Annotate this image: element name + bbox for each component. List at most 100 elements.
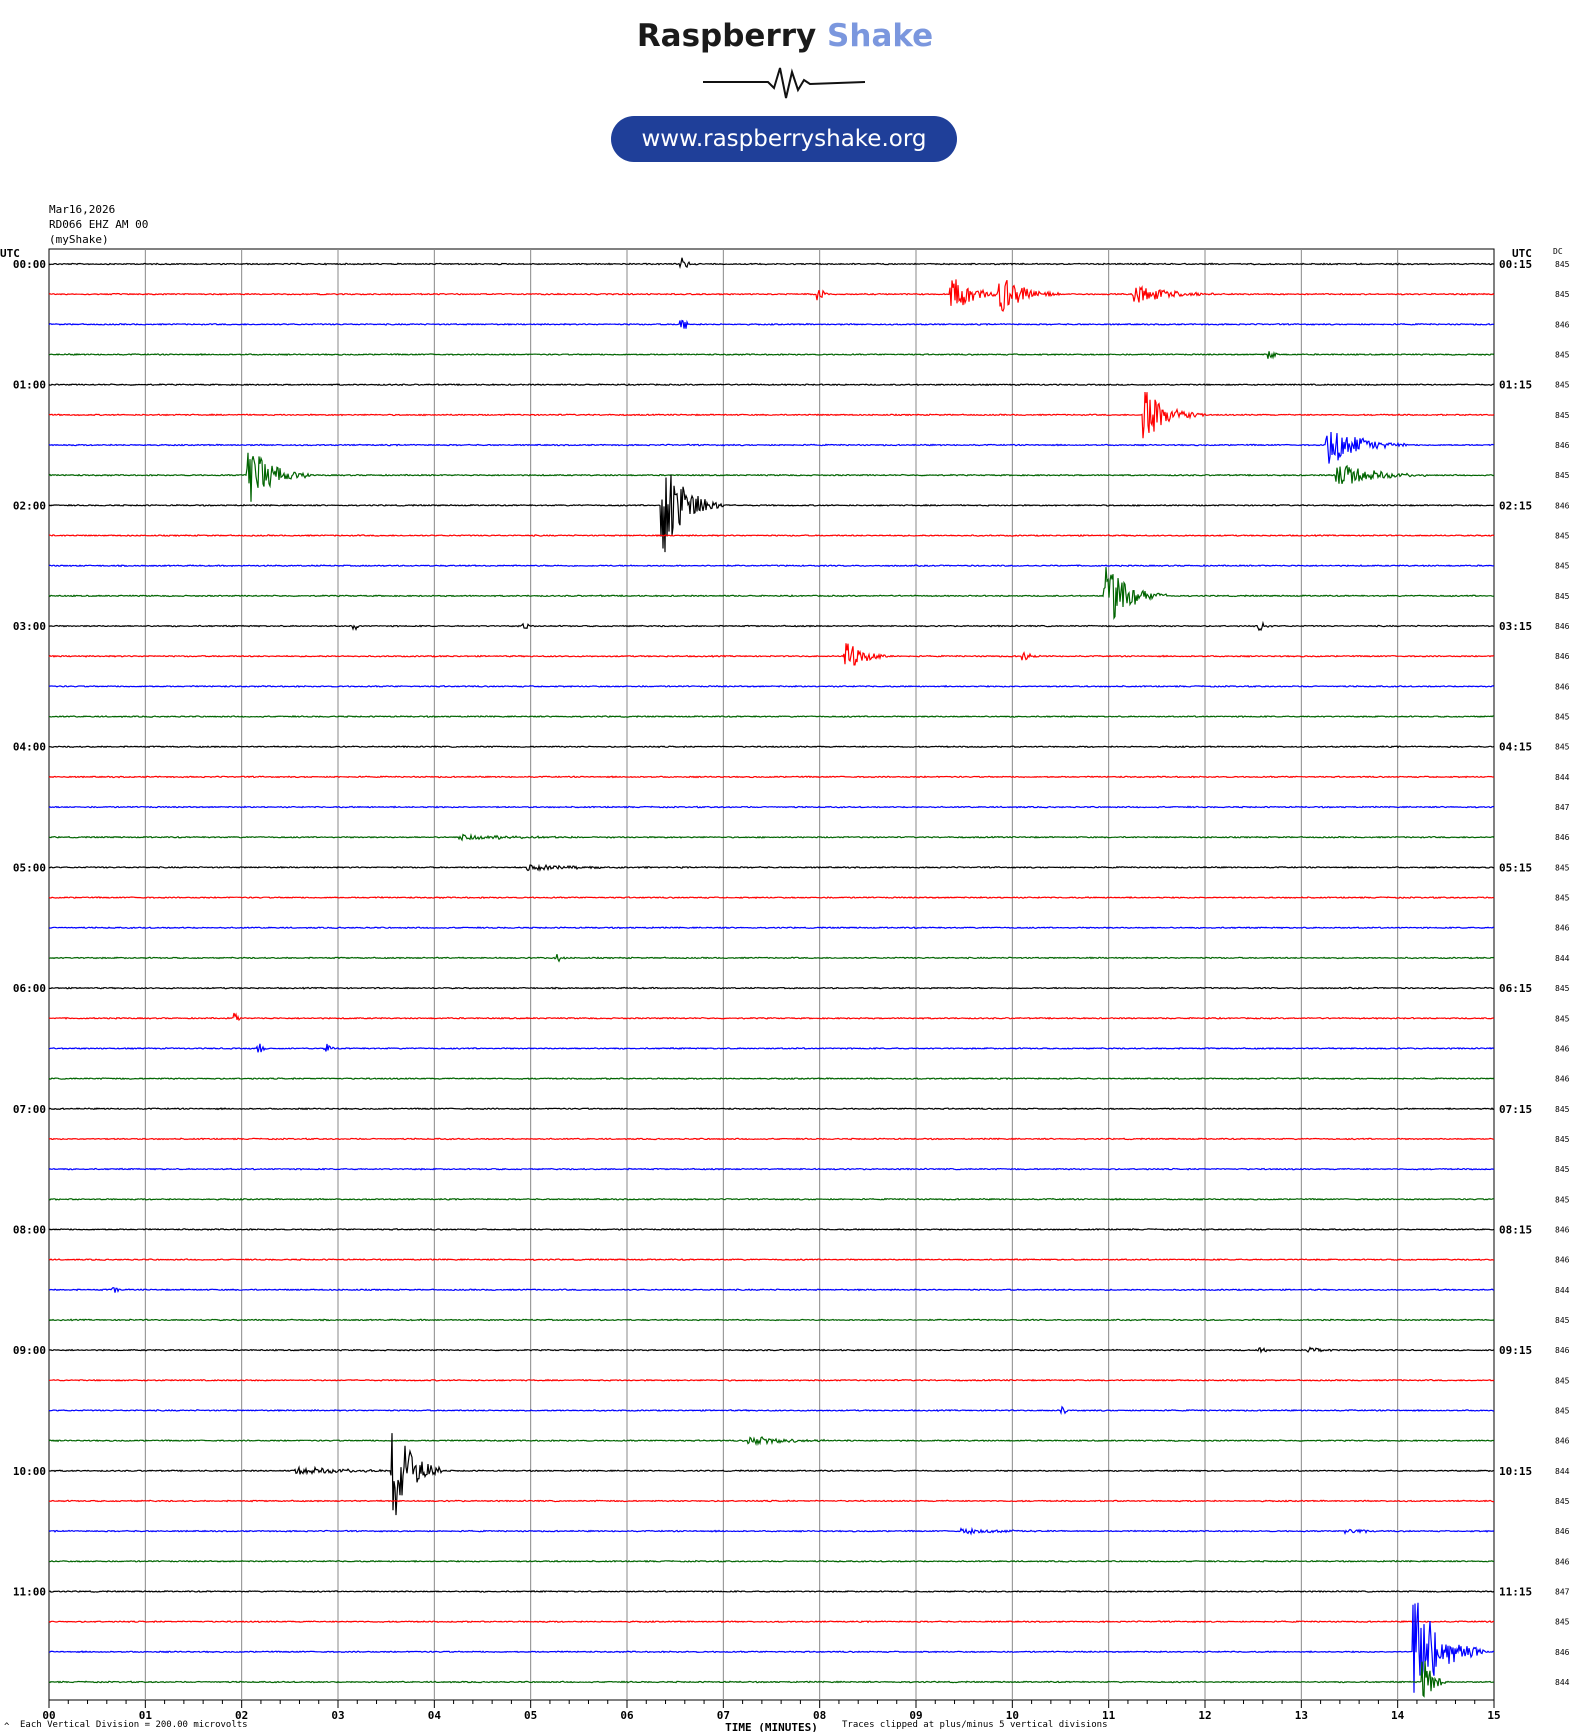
x-tick-label: 08 bbox=[813, 1709, 826, 1722]
trace-line bbox=[48, 1227, 1495, 1231]
dc-value: 8455 bbox=[1555, 1406, 1570, 1415]
dc-value: 8457 bbox=[1555, 1316, 1570, 1325]
x-tick-label: 12 bbox=[1198, 1709, 1211, 1722]
trace-line bbox=[48, 391, 1495, 439]
trace-line bbox=[48, 1405, 1495, 1416]
trace-line bbox=[48, 1043, 1495, 1053]
trace-line bbox=[48, 1526, 1495, 1536]
header: Raspberry Shake www.raspberryshake.org M… bbox=[0, 0, 1570, 246]
x-tick-label: 10 bbox=[1006, 1709, 1019, 1722]
dc-value: 8449 bbox=[1555, 773, 1570, 782]
hour-label: 07:00 bbox=[13, 1103, 46, 1116]
hour-label: 08:00 bbox=[13, 1223, 46, 1236]
dc-value: 8460 bbox=[1555, 924, 1570, 933]
right-axis-label: UTC bbox=[1512, 247, 1532, 260]
trace-line bbox=[49, 715, 1495, 719]
hour-label: 09:00 bbox=[13, 1344, 46, 1357]
x-tick-label: 09 bbox=[909, 1709, 922, 1722]
trace-line bbox=[48, 383, 1495, 387]
dc-value: 8452 bbox=[1555, 1195, 1570, 1204]
trace-line bbox=[48, 863, 1495, 872]
trace-line bbox=[48, 643, 1495, 666]
dc-value: 8454 bbox=[1555, 260, 1570, 269]
hour-label: 02:00 bbox=[13, 499, 46, 512]
x-tick-label: 13 bbox=[1295, 1709, 1308, 1722]
trace-line bbox=[48, 351, 1495, 360]
hour-label: 00:00 bbox=[13, 258, 46, 271]
dc-value: 8465 bbox=[1555, 1346, 1570, 1355]
x-tick-label: 02 bbox=[235, 1709, 248, 1722]
trace-line bbox=[48, 431, 1495, 464]
plot-frame bbox=[48, 248, 1495, 1701]
quarter-hour-label: 03:15 bbox=[1499, 620, 1532, 633]
hour-label: 04:00 bbox=[13, 741, 46, 754]
trace-line bbox=[48, 1620, 1495, 1624]
trace-line bbox=[48, 1559, 1495, 1563]
dc-value: 8454 bbox=[1555, 713, 1570, 722]
dc-value: 8457 bbox=[1555, 532, 1570, 541]
x-tick-label: 15 bbox=[1487, 1709, 1500, 1722]
quarter-hour-label: 02:15 bbox=[1499, 499, 1532, 512]
dc-value: 8467 bbox=[1555, 1256, 1570, 1265]
x-tick-label: 01 bbox=[139, 1709, 153, 1722]
quarter-hour-label: 04:15 bbox=[1499, 741, 1532, 754]
hour-label: 10:00 bbox=[13, 1465, 46, 1478]
dc-value: 8454 bbox=[1555, 1376, 1570, 1385]
brand-logo-text: Raspberry Shake bbox=[0, 18, 1570, 54]
dc-value: 8472 bbox=[1555, 803, 1570, 812]
trace-line bbox=[48, 1602, 1495, 1693]
trace-line bbox=[48, 745, 1495, 749]
x-axis-title: TIME (MINUTES) bbox=[725, 1721, 818, 1732]
dc-value: 8459 bbox=[1555, 984, 1570, 993]
dc-value: 8453 bbox=[1555, 1135, 1570, 1144]
trace-line bbox=[48, 279, 1495, 313]
corner-mark: ^ bbox=[4, 1722, 10, 1732]
left-axis-label: UTC bbox=[0, 247, 20, 260]
dc-value: 8454 bbox=[1555, 1497, 1570, 1506]
brand-word-raspberry: Raspberry bbox=[636, 18, 817, 54]
trace-line bbox=[48, 1137, 1495, 1141]
dc-value: 8460 bbox=[1555, 1075, 1570, 1084]
trace-line bbox=[48, 319, 1495, 329]
trace-line bbox=[48, 564, 1495, 568]
dc-value: 8456 bbox=[1555, 562, 1570, 571]
trace-line bbox=[48, 1378, 1495, 1382]
quarter-hour-label: 01:15 bbox=[1499, 379, 1532, 392]
brand-word-shake: Shake bbox=[827, 18, 934, 54]
trace-line bbox=[48, 567, 1495, 621]
dc-value: 8453 bbox=[1555, 1165, 1570, 1174]
quarter-hour-label: 10:15 bbox=[1499, 1465, 1532, 1478]
dc-value: 8456 bbox=[1555, 411, 1570, 420]
x-tick-label: 07 bbox=[717, 1709, 730, 1722]
dc-value: 8444 bbox=[1555, 954, 1570, 963]
seismograph-logo-icon bbox=[703, 67, 866, 99]
dc-value: 8476 bbox=[1555, 1587, 1570, 1596]
dc-value: 8451 bbox=[1555, 863, 1570, 872]
trace-line bbox=[48, 1077, 1495, 1081]
trace-line bbox=[48, 1346, 1495, 1354]
x-tick-label: 04 bbox=[428, 1709, 442, 1722]
division-note: Each Vertical Division = 200.00 microvol… bbox=[20, 1720, 248, 1730]
dc-value: 8460 bbox=[1555, 501, 1570, 510]
dc-value: 8449 bbox=[1555, 1286, 1570, 1295]
dc-value: 8447 bbox=[1555, 1678, 1570, 1687]
dc-value: 8454 bbox=[1555, 1014, 1570, 1023]
trace-line bbox=[48, 1433, 1494, 1516]
trace-line bbox=[48, 475, 1494, 553]
quarter-hour-label: 08:15 bbox=[1499, 1223, 1532, 1236]
quarter-hour-label: 05:15 bbox=[1499, 861, 1532, 874]
trace-line bbox=[48, 1012, 1495, 1022]
trace-line bbox=[48, 452, 1495, 502]
dc-value: 8457 bbox=[1555, 471, 1570, 480]
quarter-hour-label: 07:15 bbox=[1499, 1103, 1532, 1116]
website-url-pill[interactable]: www.raspberryshake.org bbox=[611, 116, 957, 162]
trace-line bbox=[48, 805, 1495, 809]
x-tick-label: 14 bbox=[1391, 1709, 1405, 1722]
trace-line bbox=[48, 1167, 1495, 1171]
dc-value: 8464 bbox=[1555, 833, 1570, 842]
trace-line bbox=[49, 684, 1495, 688]
